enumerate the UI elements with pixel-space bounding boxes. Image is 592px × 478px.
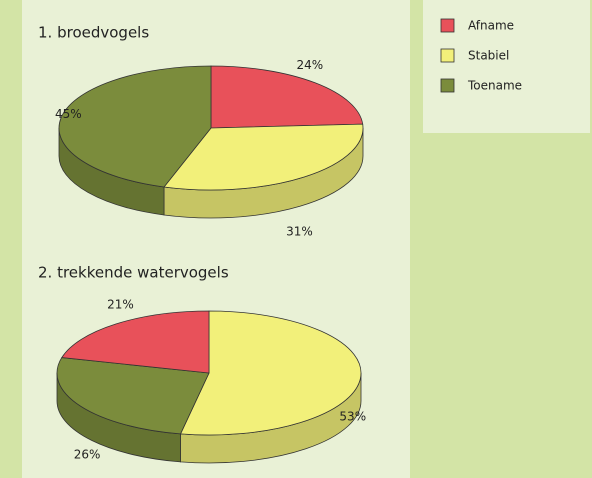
- legend-swatch: [440, 48, 455, 63]
- chart-title: 1. broedvogels: [38, 24, 149, 42]
- data-label: 24%: [297, 58, 324, 72]
- pie-slice: [179, 310, 362, 436]
- pie-slice: [210, 65, 364, 129]
- legend-label: Afname: [468, 19, 514, 33]
- legend-label: Toename: [467, 79, 522, 93]
- data-label: 31%: [286, 224, 313, 238]
- pie-slice: [58, 65, 212, 188]
- pie-slice: [163, 123, 364, 191]
- legend-swatch: [440, 18, 455, 33]
- data-label: 26%: [74, 448, 101, 462]
- data-label: 45%: [55, 107, 82, 121]
- chart-title: 2. trekkende watervogels: [38, 264, 229, 282]
- legend-label: Stabiel: [468, 49, 509, 63]
- legend: Afname Stabiel Toename: [440, 18, 522, 93]
- legend-swatch: [440, 78, 455, 93]
- pie-slice: [61, 310, 210, 374]
- data-label: 21%: [107, 298, 134, 312]
- data-label: 53%: [339, 410, 366, 424]
- pie-slice: [56, 357, 210, 435]
